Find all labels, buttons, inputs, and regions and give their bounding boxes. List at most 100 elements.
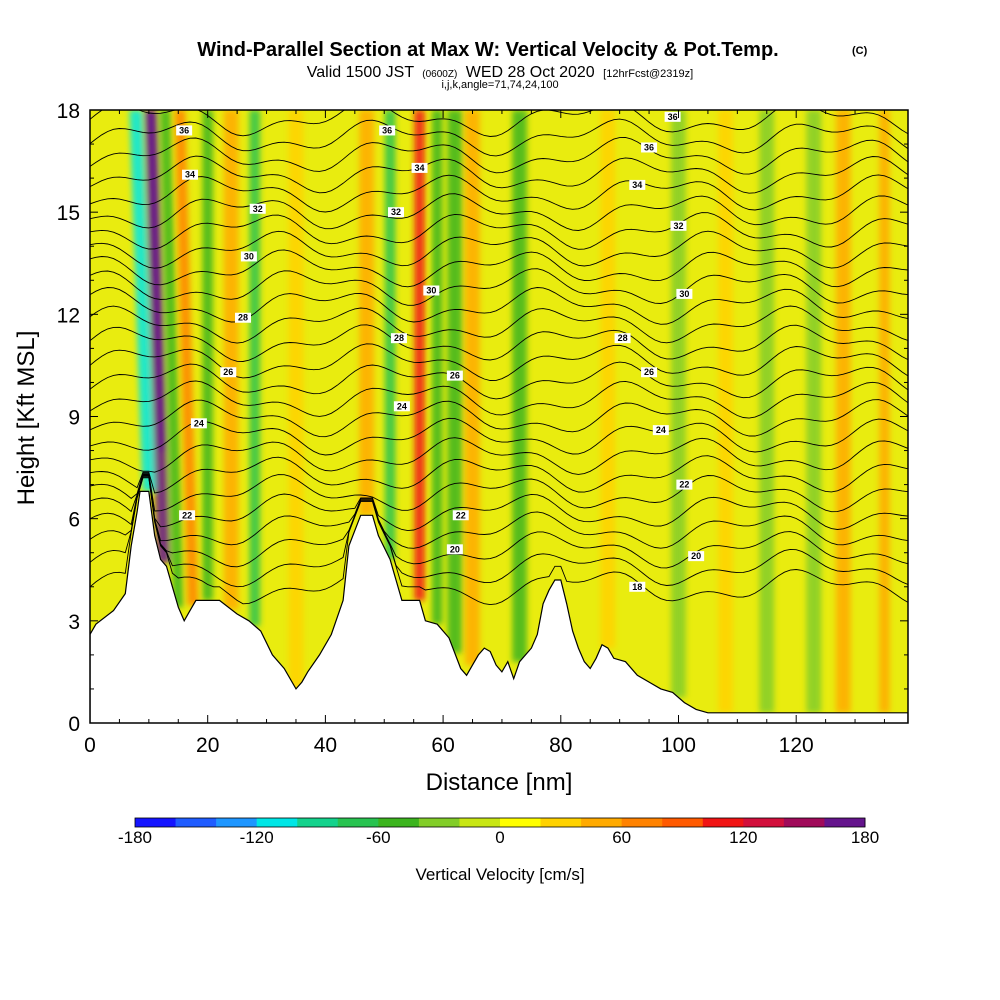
vv-band-13: [202, 110, 213, 601]
theta-line-2: [90, 475, 908, 569]
contour-label-14: 24: [397, 401, 407, 411]
x-tick-label-4: 80: [549, 734, 572, 757]
contour-label-4: 28: [238, 313, 248, 323]
contour-label-7: 22: [182, 510, 192, 520]
y-tick-label-1: 3: [68, 611, 80, 634]
vv-band-5: [414, 110, 425, 601]
colorbar-swatch-0: [135, 818, 177, 827]
vv-band-7: [600, 110, 616, 649]
contour-label-9: 34: [415, 163, 425, 173]
vv-band-14: [249, 110, 261, 626]
contour-label-bg-15: [452, 510, 469, 521]
contour-label-10: 32: [391, 207, 401, 217]
colorbar-frame: [134, 817, 866, 828]
theta-line-19: [90, 212, 908, 250]
y-tick-label-2: 6: [68, 509, 80, 532]
contour-label-bg-18: [641, 142, 658, 153]
theta-line-22: [90, 155, 908, 194]
colorbar-tick-label-6: 180: [851, 828, 879, 847]
contour-label-5: 26: [223, 367, 233, 377]
colorbar-label: Vertical Velocity [cm/s]: [415, 865, 584, 884]
contour-labels: 36 34 32 30 28 26 24 22 36 34 32 30 28 26 24 22 20 36 36 34…: [176, 111, 705, 592]
colorbar-tick-label-0: -180: [118, 828, 152, 847]
vv-band-15: [384, 110, 396, 560]
contour-label-20: 32: [673, 221, 683, 231]
plot-area: 36 34 32 30 28 26 24 22 36 34 32 30 28 26 24 22 20 36 36 34…: [90, 110, 908, 723]
theta-line-23: [90, 137, 908, 175]
vv-band-4: [359, 110, 374, 516]
y-tick-label-5: 15: [57, 202, 80, 225]
theta-line-13: [90, 324, 908, 362]
contour-label-bg-0: [176, 125, 193, 136]
contour-label-24: 24: [656, 425, 666, 435]
x-tick-label-1: 20: [196, 734, 219, 757]
contour-label-bg-7: [179, 510, 196, 521]
colorbar-tick-label-5: 120: [729, 828, 757, 847]
colorbar-tick-label-1: -120: [240, 828, 274, 847]
theta-line-14: [90, 305, 908, 344]
colorbar-swatch-15: [743, 818, 785, 827]
theta-line-16: [90, 268, 908, 306]
contour-label-bg-24: [652, 425, 669, 436]
x-tick-label-3: 60: [431, 734, 454, 757]
x-axis: 0 20 40 60 80 100 120: [84, 110, 885, 757]
colorbar-tick-label-2: -60: [366, 828, 391, 847]
contour-label-15: 22: [456, 510, 466, 520]
contour-label-bg-4: [235, 312, 252, 323]
colorbar-swatch-13: [662, 818, 704, 827]
theta-line-4: [90, 473, 908, 532]
contour-label-13: 26: [450, 371, 460, 381]
vv-band-3: [288, 110, 304, 689]
contour-label-1: 34: [185, 170, 195, 180]
theta-line-6: [90, 455, 908, 494]
colorbar-swatch-11: [581, 818, 623, 827]
contour-label-bg-1: [182, 169, 199, 180]
contour-label-19: 34: [632, 180, 642, 190]
contour-label-11: 30: [426, 285, 436, 295]
theta-line-11: [90, 361, 908, 400]
theta-line-5: [90, 472, 908, 513]
vv-band-19: [671, 110, 686, 698]
contour-label-27: 18: [632, 582, 642, 592]
colorbar-swatch-4: [297, 818, 339, 827]
x-axis-label: Distance [nm]: [426, 769, 573, 796]
colorbar-swatch-16: [783, 818, 825, 827]
colorbar-swatch-3: [256, 818, 298, 827]
contour-label-22: 28: [618, 333, 628, 343]
contour-label-bg-16: [446, 544, 463, 555]
contour-label-bg-13: [446, 370, 463, 381]
contour-label-bg-17: [664, 111, 681, 122]
contour-label-21: 30: [679, 289, 689, 299]
y-tick-label-4: 12: [57, 304, 80, 327]
colorbar-swatch-10: [540, 818, 582, 827]
theta-line-17: [90, 249, 908, 288]
contour-label-bg-26: [688, 551, 705, 562]
vv-band-11: [129, 110, 156, 492]
theta-line-7: [90, 437, 908, 475]
subtitle-utc: (0600Z): [422, 69, 457, 80]
contour-label-bg-23: [641, 367, 658, 378]
contour-label-8: 36: [382, 125, 392, 135]
colorbar-swatch-2: [216, 818, 258, 827]
theta-line-0: [90, 477, 908, 606]
theta-line-25: [90, 110, 908, 137]
colorbar-swatch-9: [500, 818, 542, 827]
colorbar-swatch-5: [337, 818, 379, 827]
contour-label-bg-19: [629, 179, 646, 190]
chart-subtitle: Valid 1500 JST (0600Z) WED 28 Oct 2020 […: [307, 64, 693, 81]
theta-line-18: [90, 230, 908, 269]
vv-band-21: [806, 110, 822, 713]
colorbar-swatch-6: [378, 818, 420, 827]
theta-line-9: [90, 399, 908, 438]
contour-label-26: 20: [691, 551, 701, 561]
contour-label-3: 30: [244, 251, 254, 261]
colorbar-swatch-14: [702, 818, 744, 827]
subtitle-main-date: WED 28 Oct 2020: [466, 64, 595, 81]
vv-band-17: [447, 110, 463, 654]
y-tick-label-0: 0: [68, 713, 80, 736]
contour-label-bg-11: [423, 285, 440, 296]
potential-temperature-contours: [90, 110, 908, 606]
vv-band-18: [512, 110, 527, 662]
